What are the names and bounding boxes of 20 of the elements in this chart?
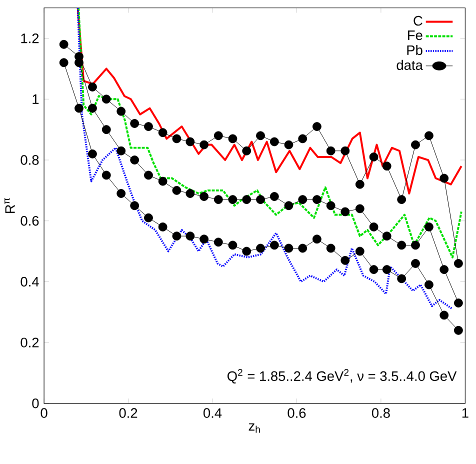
- y-tick-label: 0.8: [20, 154, 39, 165]
- annotation: Q$^{2}$ = 1.85..2.4 GeV$^{2}$, ν = 3.5..4.0 GeV: [227, 368, 457, 384]
- x-tick-label: 0.2: [119, 408, 138, 418]
- y-tick-label: 0.4: [20, 276, 39, 286]
- legend-label: Pb: [407, 44, 422, 55]
- y-tick-label: 0.6: [20, 216, 39, 226]
- y-tick-label: 1: [32, 94, 39, 104]
- y-tick-label: 1.2: [21, 33, 39, 43]
- x-axis-title: z$_{h}$: [248, 423, 260, 432]
- legend-label: C: [414, 16, 422, 26]
- x-tick-label: 0.8: [372, 408, 390, 418]
- x-tick-label: 0.6: [288, 408, 306, 418]
- x-tick-label: 0.4: [204, 408, 222, 418]
- legend-label: Fe: [408, 30, 422, 40]
- legend-label: data: [396, 60, 423, 70]
- y-axis-title: R$^{π}$: [4, 198, 15, 213]
- x-tick-label: 1: [462, 408, 468, 418]
- x-tick-label: 0: [40, 408, 48, 418]
- y-tick-label: 0: [32, 398, 39, 408]
- y-tick-label: 0.2: [20, 337, 39, 348]
